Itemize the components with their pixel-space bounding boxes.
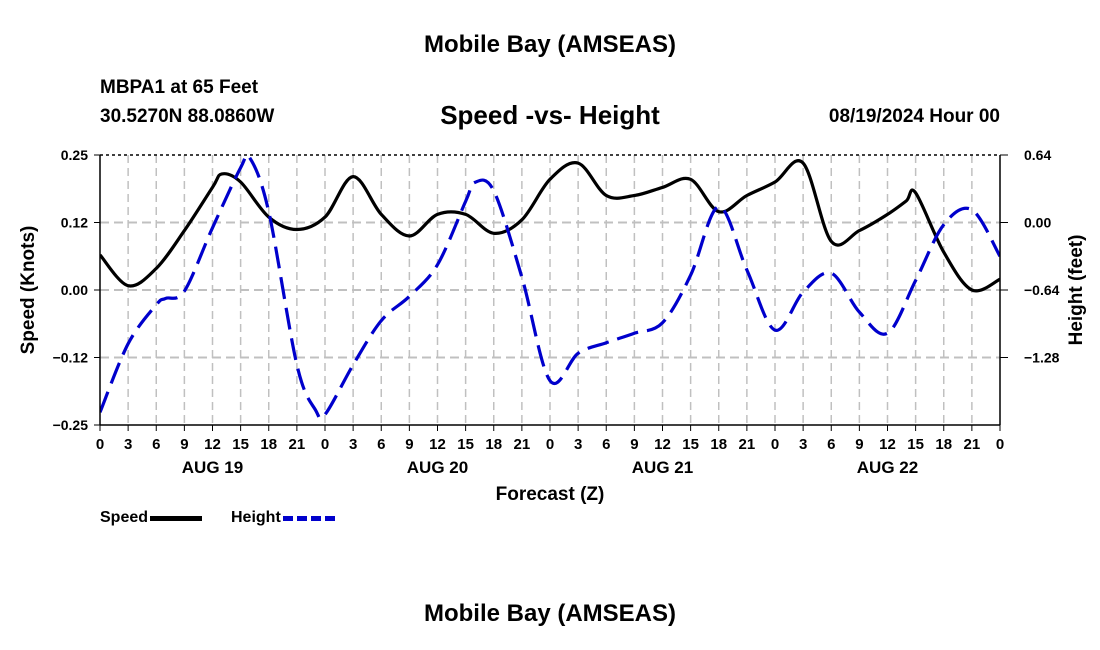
footer-title: Mobile Bay (AMSEAS) [423,600,677,627]
y-left-tick-label: −0.12 [53,350,89,366]
day-label: AUG 20 [407,458,468,477]
x-tick-label: 15 [907,436,924,453]
chart-title: Mobile Bay (AMSEAS) [423,31,677,58]
x-tick-label: 12 [429,436,446,453]
x-tick-label: 0 [96,436,104,453]
legend-speed-label: Speed [100,509,149,526]
y-left-tick-label: −0.25 [53,417,89,433]
x-tick-label: 6 [602,436,610,453]
x-tick-label: 12 [654,436,671,453]
x-tick-label: 21 [739,436,756,453]
day-label: AUG 19 [182,458,243,477]
x-tick-label: 3 [349,436,357,453]
x-tick-label: 6 [827,436,835,453]
x-tick-label: 9 [405,436,413,453]
x-tick-label: 0 [996,436,1004,453]
forecast-datetime: 08/19/2024 Hour 00 [828,106,1000,127]
x-tick-label: 0 [771,436,779,453]
x-tick-label: 0 [546,436,554,453]
x-tick-label: 21 [514,436,531,453]
y-left-tick-label: 0.00 [61,282,88,298]
day-label: AUG 22 [857,458,918,477]
x-tick-label: 9 [630,436,638,453]
y-left-tick-label: 0.12 [61,215,88,231]
y-right-tick-label: −1.28 [1024,350,1060,366]
x-tick-label: 6 [152,436,160,453]
x-tick-label: 9 [180,436,188,453]
y-right-tick-label: −0.64 [1024,282,1060,298]
y-left-axis-title: Speed (Knots) [18,226,39,355]
x-tick-label: 15 [232,436,249,453]
x-tick-label: 18 [260,436,277,453]
legend-speed: Speed [100,509,203,527]
x-tick-label: 21 [289,436,306,453]
x-tick-label: 0 [321,436,329,453]
station-coordinates: 30.5270N 88.0860W [100,106,275,127]
x-tick-label: 3 [799,436,807,453]
x-tick-label: 18 [485,436,502,453]
x-tick-label: 3 [574,436,582,453]
x-tick-label: 3 [124,436,132,453]
x-tick-label: 12 [204,436,221,453]
x-tick-label: 15 [457,436,474,453]
y-left-tick-label: 0.25 [61,147,88,163]
x-tick-label: 18 [935,436,952,453]
day-label: AUG 21 [632,458,693,477]
y-right-axis-title: Height (feet) [1066,235,1087,346]
x-tick-label: 18 [710,436,727,453]
legend-height-swatch [282,515,335,521]
x-tick-label: 12 [879,436,896,453]
height-series-line [100,153,1000,421]
x-axis-title: Forecast (Z) [496,484,605,505]
x-tick-label: 9 [855,436,863,453]
legend-speed-swatch [150,515,203,521]
chart-subtitle: Speed -vs- Height [440,100,660,130]
legend-height-label: Height [231,509,281,526]
y-right-tick-label: 0.64 [1024,147,1051,163]
legend-height: Height [231,509,335,527]
y-right-tick-label: 0.00 [1024,215,1051,231]
x-tick-label: 15 [682,436,699,453]
x-tick-label: 6 [377,436,385,453]
station-label: MBPA1 at 65 Feet [100,77,259,98]
x-tick-label: 21 [964,436,981,453]
